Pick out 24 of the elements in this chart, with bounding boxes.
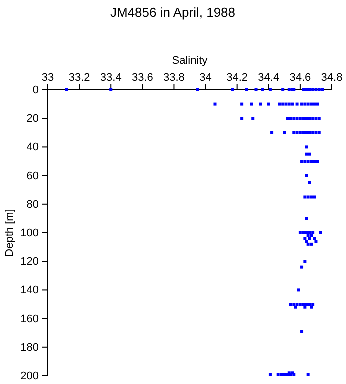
y-tick-label: 160	[20, 313, 39, 326]
x-tick-label: 34.6	[290, 72, 312, 84]
y-tick-label: 0	[32, 84, 39, 97]
x-tick-label: 34.2	[226, 72, 248, 84]
x-axis-title: Salinity	[172, 55, 208, 67]
y-tick-label: 100	[20, 228, 39, 240]
x-tick-label: 34.4	[258, 72, 280, 84]
y-tick-label: 200	[20, 370, 39, 383]
x-tick-label: 33.2	[68, 72, 90, 84]
chart-title: JM4856 in April, 1988	[110, 5, 236, 20]
y-tick-label: 140	[20, 284, 39, 297]
x-tick-label: 33.8	[164, 72, 185, 84]
x-tick-label: 34.8	[321, 72, 343, 84]
y-tick-label: 80	[26, 198, 39, 211]
y-tick-label: 180	[20, 342, 39, 354]
x-tick-label: 34	[200, 72, 212, 84]
y-tick-label: 60	[26, 170, 39, 182]
x-tick-label: 33	[42, 72, 54, 84]
y-tick-label: 40	[26, 142, 39, 154]
y-tick-label: 20	[26, 113, 39, 126]
y-axis-title: Depth [m]	[4, 209, 16, 257]
x-tick-label: 33.4	[100, 72, 122, 84]
x-tick-label: 33.6	[132, 72, 154, 84]
y-tick-label: 120	[20, 256, 39, 268]
